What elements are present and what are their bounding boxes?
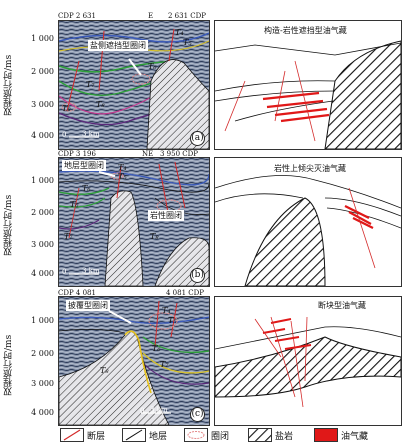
schematic-a <box>214 20 402 150</box>
horizon-label-a-1: T₄ <box>175 28 184 37</box>
horizon-label-b-6: T₈ <box>150 232 159 241</box>
trap-icon <box>184 428 208 442</box>
cdp-right-a: 2 631 CDP <box>168 12 206 20</box>
direction-b: NE <box>142 150 154 158</box>
horizon-label-a-6: T₈ <box>62 104 71 113</box>
origin-a: 0 <box>62 131 67 139</box>
legend-trap-label: 圈闭 <box>211 431 230 442</box>
tick-b-1000: 1 000 <box>31 176 54 185</box>
y-axis-label-a: 双程旅行时/ms <box>4 54 14 116</box>
schematic-title-a: 构造-岩性遮挡型油气藏 <box>262 25 349 36</box>
tick-a-3000: 3 000 <box>31 100 54 109</box>
horizon-label-c-3: T₆ <box>152 344 161 353</box>
seismic-section-b <box>58 157 210 287</box>
legend-trap: 圈闭 <box>184 426 229 444</box>
horizon-label-b-2: T₅ <box>118 172 127 181</box>
tick-a-4000: 4 000 <box>31 131 54 140</box>
origin-b: 0 <box>62 268 67 276</box>
tick-c-3000: 3 000 <box>31 379 54 388</box>
horizon-label-c-1: T₄ <box>162 306 171 315</box>
schematic-b <box>214 157 402 287</box>
legend-horizon-label: 地层 <box>149 431 168 442</box>
scale-a: 3 km <box>82 130 100 138</box>
horizon-label-b-3: T₆ <box>82 184 91 193</box>
legend-fault: 断层 <box>60 426 105 444</box>
salt-icon <box>248 428 272 442</box>
panel-tag-b: (b) <box>190 268 205 283</box>
horizon-label-b-4: T₆ <box>70 200 79 209</box>
y-axis-label-c: 双程旅行时/ms <box>4 334 14 396</box>
tick-b-2000: 2 000 <box>31 208 54 217</box>
tick-b-3000: 3 000 <box>31 240 54 249</box>
cdp-left-c: CDP 4 081 <box>58 289 96 297</box>
horizon-label-a-5: T₈ <box>96 100 105 109</box>
horizon-label-c-2: T₅ <box>168 316 177 325</box>
tick-a-2000: 2 000 <box>31 67 54 76</box>
tick-c-2000: 2 000 <box>31 349 54 358</box>
legend-reservoir-label: 油气藏 <box>341 431 369 442</box>
reservoir-icon <box>314 428 338 442</box>
tick-c-1000: 1 000 <box>31 316 54 325</box>
legend-salt-label: 盐岩 <box>275 431 294 442</box>
trap-label-b-2: 岩性圈闭 <box>148 210 184 221</box>
trap-label-c: 披覆型圈闭 <box>66 300 110 311</box>
horizon-label-b-5: T₇ <box>64 232 73 241</box>
scale-b: 3 km <box>82 267 100 275</box>
origin-c: 0 <box>140 407 145 415</box>
legend-horizon: 地层 <box>122 426 167 444</box>
schematic-c <box>214 296 402 426</box>
tick-a-1000: 1 000 <box>31 34 54 43</box>
cdp-left-b: CDP 3 196 <box>58 150 96 158</box>
schematic-title-c: 断块型油气藏 <box>316 300 368 311</box>
y-axis-label-b: 双程旅行时/ms <box>4 194 14 256</box>
seismic-section-c <box>58 296 210 426</box>
horizon-label-a-2: T₅ <box>183 38 192 47</box>
scale-c: 3 km <box>150 406 168 414</box>
tick-c-4000: 4 000 <box>31 408 54 417</box>
tick-b-4000: 4 000 <box>31 269 54 278</box>
horizon-label-c-5: T₈ <box>100 366 109 375</box>
legend-reservoir: 油气藏 <box>314 426 368 444</box>
cdp-right-b: 3 950 CDP <box>160 150 198 158</box>
panel-tag-c: (c) <box>190 407 205 422</box>
legend-salt: 盐岩 <box>248 426 293 444</box>
horizon-label-b-1: T₄ <box>118 163 127 172</box>
direction-a: E <box>148 12 154 20</box>
horizon-icon <box>122 428 146 442</box>
horizon-label-a-4: T₇ <box>86 80 95 89</box>
fault-icon <box>60 428 84 442</box>
cdp-right-c: 4 081 CDP <box>166 289 204 297</box>
trap-label-b: 地层型圈闭 <box>62 160 106 171</box>
schematic-title-b: 岩性上倾尖灭油气藏 <box>272 163 348 174</box>
legend-fault-label: 断层 <box>87 431 106 442</box>
trap-label-a: 盐侧遮挡型圈闭 <box>88 40 148 51</box>
horizon-label-c-4: T₇ <box>160 360 169 369</box>
horizon-label-a-3: T₆ <box>148 62 157 71</box>
panel-tag-a: (a) <box>190 131 205 146</box>
cdp-left-a: CDP 2 631 <box>58 12 96 20</box>
legend: 断层 地层 圈闭 盐岩 油气藏 <box>60 426 400 444</box>
